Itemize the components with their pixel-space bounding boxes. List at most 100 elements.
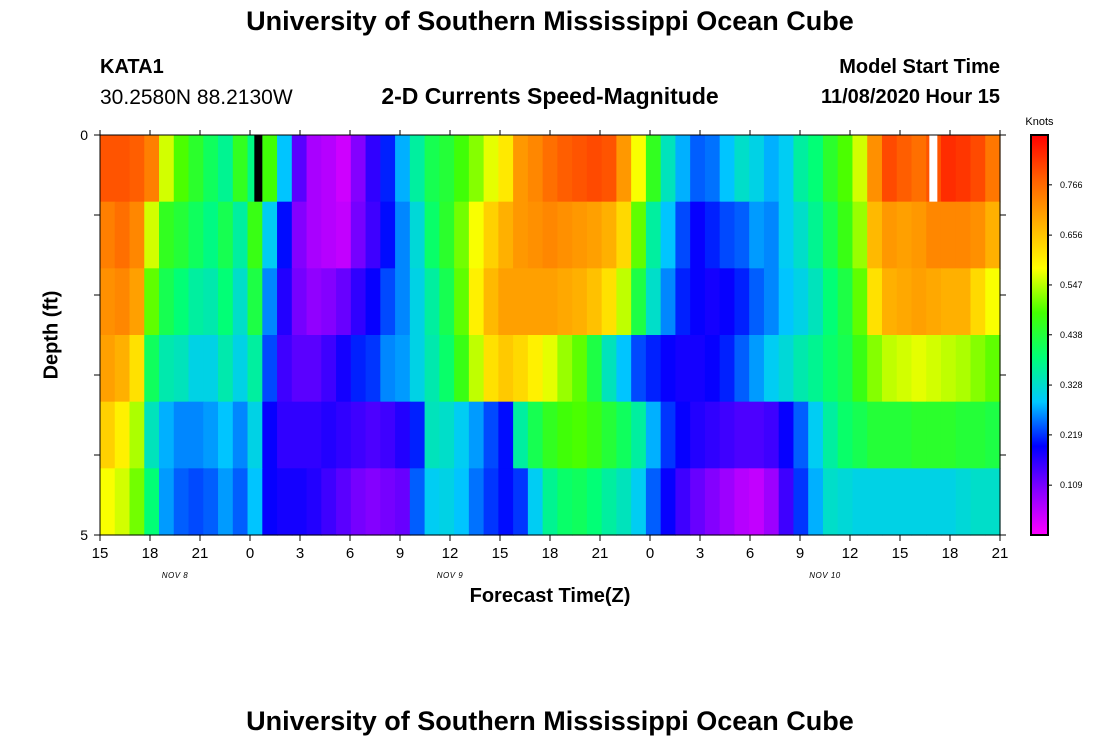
heatmap-cell: [306, 401, 322, 469]
heatmap-cell: [218, 468, 234, 536]
x-tick-label: 15: [492, 545, 509, 562]
heatmap-cell: [129, 468, 145, 536]
heatmap-cell: [852, 201, 868, 269]
heatmap-cell: [291, 201, 308, 269]
heatmap-cell: [144, 135, 160, 203]
heatmap-cell: [513, 201, 529, 269]
heatmap-cell: [572, 201, 588, 269]
heatmap-cell: [336, 335, 352, 403]
heatmap-cell: [719, 135, 736, 203]
heatmap-cell: [586, 468, 603, 536]
heatmap-cell: [557, 201, 573, 269]
heatmap-cell: [955, 401, 972, 469]
heatmap-cell: [321, 201, 337, 269]
heatmap-cell: [380, 468, 396, 536]
heatmap-cell: [114, 268, 131, 336]
heatmap-cell: [867, 401, 883, 469]
heatmap-cell: [911, 135, 927, 203]
heatmap-cell: [218, 335, 234, 403]
heatmap-cell: [734, 268, 750, 336]
heatmap-cell: [896, 401, 913, 469]
heatmap-cell: [572, 468, 588, 536]
heatmap-cell: [896, 268, 913, 336]
heatmap-cell: [454, 468, 470, 536]
heatmap-cell: [867, 335, 883, 403]
heatmap-cell: [483, 468, 499, 536]
heatmap-cell: [468, 468, 485, 536]
heatmap-cell: [188, 135, 204, 203]
heatmap-cell: [852, 135, 868, 203]
heatmap-cell: [734, 201, 750, 269]
heatmap-cell: [173, 335, 190, 403]
heatmap-cell: [409, 401, 426, 469]
heatmap-cell: [690, 135, 706, 203]
heatmap-cell: [247, 335, 263, 403]
heatmap-cell: [542, 401, 558, 469]
heatmap-markers: [254, 135, 938, 202]
heatmap-cell: [808, 268, 824, 336]
heatmap-cell: [645, 468, 662, 536]
heatmap-cell: [631, 468, 647, 536]
heatmap-cell: [218, 135, 234, 203]
heatmap-cell: [527, 135, 544, 203]
heatmap-cell: [601, 135, 617, 203]
heatmap-cell: [940, 201, 957, 269]
heatmap-cell: [247, 468, 263, 536]
heatmap-cell: [380, 401, 396, 469]
heatmap-cell: [498, 335, 514, 403]
heatmap-cell: [822, 468, 839, 536]
heatmap-cell: [321, 268, 337, 336]
heatmap-cell: [306, 468, 322, 536]
colorbar-tick-label: 0.766: [1060, 180, 1083, 190]
heatmap-cell: [896, 335, 913, 403]
heatmap-cell: [808, 335, 824, 403]
heatmap-cell: [365, 268, 381, 336]
heatmap-cell: [926, 201, 942, 269]
heatmap-cell: [881, 135, 898, 203]
heatmap-cell: [424, 135, 440, 203]
heatmap-cell: [395, 268, 411, 336]
x-tick-label: 15: [92, 545, 109, 562]
chart-subtitle: 2-D Currents Speed-Magnitude: [381, 83, 719, 109]
heatmap-cell: [306, 335, 322, 403]
heatmap-cell: [970, 268, 986, 336]
heatmap-cell: [616, 201, 632, 269]
heatmap-cell: [822, 201, 839, 269]
heatmap-cell: [985, 468, 1001, 536]
heatmap-cell: [822, 335, 839, 403]
heatmap-cell: [586, 268, 603, 336]
heatmap-cell: [203, 268, 219, 336]
model-start-label: Model Start Time: [839, 56, 1000, 78]
heatmap-cell: [793, 268, 809, 336]
heatmap-cell: [527, 201, 544, 269]
heatmap-cell: [262, 468, 278, 536]
heatmap-cell: [439, 268, 455, 336]
heatmap-cell: [926, 468, 942, 536]
y-tick-label: 0: [80, 127, 88, 143]
heatmap-cell: [926, 335, 942, 403]
heatmap-cell: [557, 335, 573, 403]
heatmap-cell: [690, 201, 706, 269]
heatmap-cell: [572, 268, 588, 336]
heatmap-cell: [277, 135, 293, 203]
heatmap-cell: [350, 135, 367, 203]
heatmap-cell: [114, 335, 131, 403]
heatmap-cell: [940, 335, 957, 403]
heatmap-cell: [985, 135, 1001, 203]
heatmap-cell: [483, 135, 499, 203]
heatmap-cell: [114, 135, 131, 203]
heatmap-cell: [793, 468, 809, 536]
heatmap-cell: [159, 401, 175, 469]
heatmap-cell: [911, 268, 927, 336]
heatmap-cell: [837, 468, 854, 536]
heatmap-cell: [365, 201, 381, 269]
heatmap-cell: [144, 268, 160, 336]
heatmap-cell: [704, 401, 721, 469]
heatmap-cell: [159, 268, 175, 336]
heatmap-cell: [247, 401, 263, 469]
heatmap-cell: [542, 335, 558, 403]
heatmap-cell: [277, 201, 293, 269]
heatmap-cell: [645, 135, 662, 203]
heatmap-cell: [911, 468, 927, 536]
heatmap-cell: [365, 401, 381, 469]
